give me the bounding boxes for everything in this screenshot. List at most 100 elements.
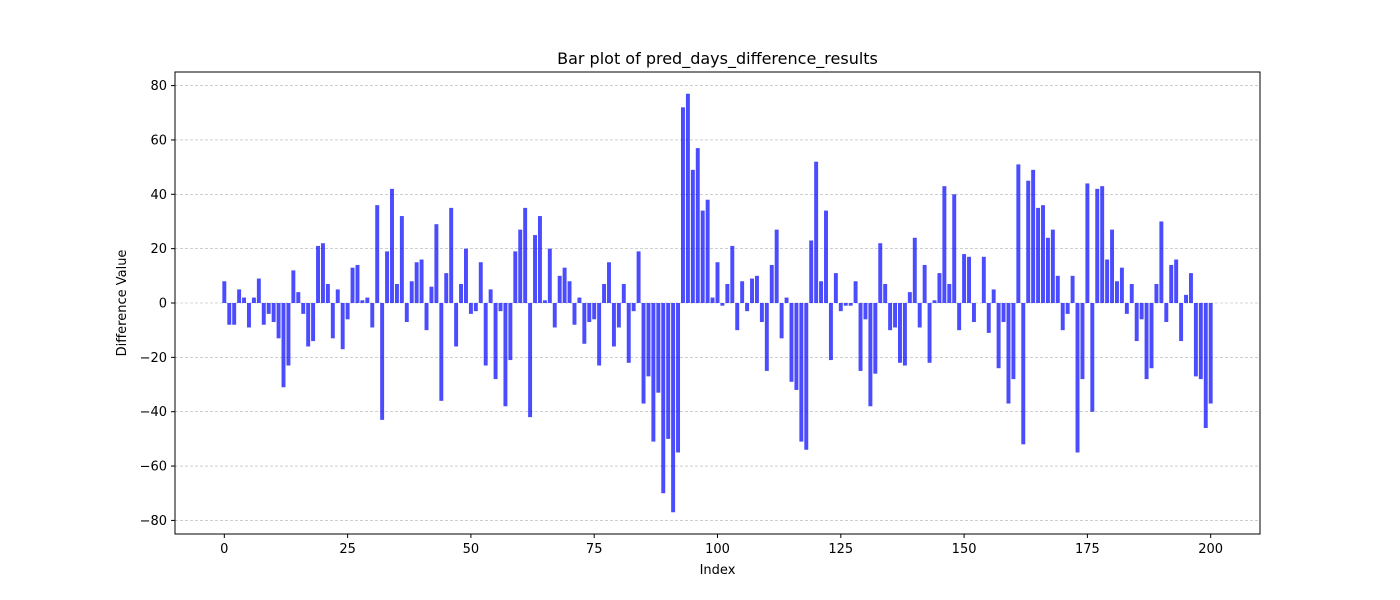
bar xyxy=(843,303,848,306)
bar xyxy=(986,303,991,333)
bar xyxy=(1115,281,1119,303)
bar xyxy=(681,107,685,304)
bar xyxy=(483,303,488,366)
bar xyxy=(375,205,380,303)
bar xyxy=(754,275,759,303)
bar xyxy=(1179,303,1184,342)
bar xyxy=(503,303,508,407)
bar xyxy=(794,303,799,390)
x-tick-label: 75 xyxy=(586,542,603,557)
bar xyxy=(409,281,414,303)
bar xyxy=(779,303,784,339)
bar xyxy=(242,297,247,303)
bar xyxy=(1198,303,1203,380)
bar xyxy=(464,248,468,303)
bar xyxy=(710,297,715,303)
bar xyxy=(459,283,464,303)
bar xyxy=(957,303,962,331)
bar xyxy=(898,303,902,363)
bar xyxy=(542,300,547,303)
bar xyxy=(927,303,932,363)
bar xyxy=(365,297,370,303)
bar xyxy=(809,240,814,303)
bar xyxy=(508,303,513,361)
bar xyxy=(547,248,552,303)
bar xyxy=(1119,267,1124,303)
bars xyxy=(222,93,1213,513)
bar xyxy=(621,283,626,303)
bar xyxy=(764,303,769,371)
y-tick-label: 80 xyxy=(150,79,167,94)
y-tick-label: −80 xyxy=(140,514,167,529)
bar xyxy=(552,303,557,328)
bar xyxy=(424,303,429,331)
bar xyxy=(759,303,764,323)
bar xyxy=(740,281,745,303)
bar xyxy=(276,303,281,339)
y-axis-ticks: −80 −60 −40 −20 0 20 40 60 80 xyxy=(140,79,175,529)
bar xyxy=(325,283,330,303)
bar xyxy=(725,283,730,303)
bar xyxy=(513,251,518,303)
bar xyxy=(1129,283,1134,303)
x-tick-label: 150 xyxy=(952,542,977,557)
bar xyxy=(1095,188,1100,303)
bar xyxy=(1174,259,1179,303)
bar xyxy=(345,303,350,320)
bar xyxy=(1188,273,1193,303)
bar xyxy=(1159,221,1164,303)
bar xyxy=(814,161,819,303)
bar xyxy=(962,254,967,303)
y-axis-label: Difference Value xyxy=(115,250,130,357)
bar xyxy=(607,262,611,303)
bar xyxy=(562,267,567,303)
bar xyxy=(419,259,424,303)
bar xyxy=(1055,275,1060,303)
x-tick-label: 25 xyxy=(339,542,356,557)
bar xyxy=(750,278,754,303)
y-tick-label: −40 xyxy=(140,405,167,420)
y-tick-label: −20 xyxy=(140,351,167,366)
bar xyxy=(784,297,789,303)
bar xyxy=(291,270,296,303)
bar xyxy=(1184,294,1188,303)
bar xyxy=(306,303,311,347)
bar xyxy=(833,273,838,303)
chart-title: Bar plot of pred_days_difference_results xyxy=(557,49,878,69)
bar xyxy=(1139,303,1144,320)
bar xyxy=(320,243,325,303)
bar xyxy=(1080,303,1085,380)
bar xyxy=(636,251,641,303)
bar xyxy=(271,303,276,323)
bar xyxy=(281,303,286,388)
bar xyxy=(735,303,740,331)
x-tick-label: 175 xyxy=(1075,542,1100,557)
x-tick-label: 100 xyxy=(705,542,730,557)
bar xyxy=(1075,303,1080,453)
bar xyxy=(685,93,690,303)
bar xyxy=(917,303,922,328)
bar xyxy=(488,289,493,303)
bar xyxy=(666,303,671,439)
bar xyxy=(661,303,666,494)
bar xyxy=(996,303,1001,369)
bar xyxy=(237,289,242,303)
bar xyxy=(567,281,572,303)
bar xyxy=(1001,303,1006,323)
bar xyxy=(991,289,996,303)
bar xyxy=(399,216,404,303)
bar xyxy=(804,303,809,450)
bar xyxy=(316,245,320,303)
bar xyxy=(1105,259,1110,303)
bar xyxy=(222,281,227,303)
y-tick-label: 0 xyxy=(159,297,167,312)
bar xyxy=(1050,229,1055,303)
bar xyxy=(385,251,390,303)
bar xyxy=(592,303,597,320)
bar xyxy=(932,300,937,303)
bar xyxy=(311,303,316,342)
bar xyxy=(1041,205,1045,303)
bar xyxy=(873,303,878,374)
x-axis-label: Index xyxy=(700,563,736,578)
